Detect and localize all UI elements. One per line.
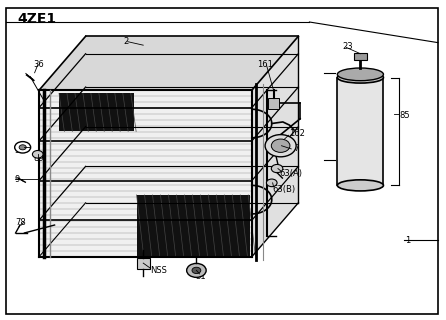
Text: 4ZE1: 4ZE1 (17, 12, 56, 27)
Text: 85: 85 (400, 111, 410, 120)
Circle shape (265, 135, 296, 157)
Circle shape (271, 139, 290, 152)
Text: 23: 23 (343, 42, 353, 51)
Text: 9: 9 (15, 174, 20, 184)
Text: 1: 1 (405, 236, 410, 245)
Polygon shape (136, 195, 250, 256)
Bar (354, 53, 367, 60)
Polygon shape (59, 93, 134, 132)
Circle shape (19, 145, 26, 150)
Text: 87: 87 (289, 144, 300, 153)
Text: 32: 32 (15, 146, 25, 155)
Ellipse shape (337, 72, 384, 83)
Ellipse shape (337, 180, 384, 191)
Ellipse shape (337, 68, 384, 81)
Circle shape (187, 263, 206, 277)
Circle shape (271, 164, 283, 173)
Text: 63(B): 63(B) (273, 185, 296, 194)
Circle shape (192, 267, 201, 274)
Text: 89: 89 (33, 154, 44, 163)
Polygon shape (39, 36, 298, 90)
Circle shape (15, 142, 31, 153)
Text: 63(A): 63(A) (280, 169, 303, 178)
Bar (337, 77, 384, 185)
Bar (268, 98, 279, 108)
Text: 36: 36 (33, 60, 44, 69)
Polygon shape (39, 90, 252, 257)
Bar (136, 258, 150, 269)
Text: 2: 2 (123, 37, 128, 46)
Text: 31: 31 (195, 272, 206, 281)
Text: 162: 162 (289, 130, 305, 139)
Circle shape (33, 150, 43, 158)
Text: 161: 161 (258, 60, 273, 69)
Text: NSS: NSS (150, 266, 167, 275)
Circle shape (266, 179, 277, 187)
Text: 78: 78 (16, 218, 26, 227)
Polygon shape (252, 36, 298, 257)
